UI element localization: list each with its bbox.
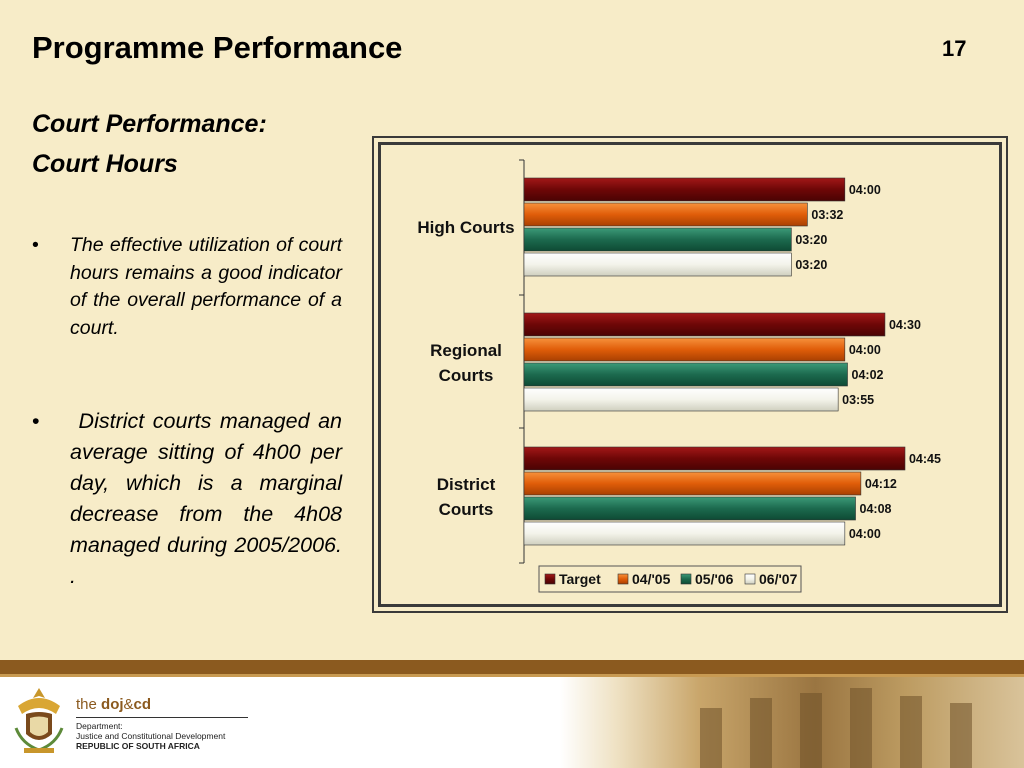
bar (523, 252, 792, 277)
legend-label: 04/'05 (632, 571, 671, 587)
brand-rule (76, 717, 248, 718)
bar (523, 387, 839, 412)
page-number: 17 (942, 36, 967, 61)
bar (523, 446, 906, 471)
data-label: 04:00 (849, 183, 881, 197)
category-label: District (437, 475, 496, 494)
subtitle-line-2: Court Hours (32, 150, 178, 178)
brand-prefix: the (76, 696, 102, 713)
data-label: 04:00 (849, 343, 881, 357)
brand-name: doj (101, 696, 124, 713)
bullet-text: The effective utilization of court hours… (70, 234, 342, 339)
dept-line-3: REPUBLIC OF SOUTH AFRICA (76, 741, 200, 751)
bullet-icon: • (32, 409, 40, 433)
bar (523, 496, 856, 521)
bar (523, 227, 792, 252)
legend-swatch (617, 573, 629, 585)
data-label: 03:20 (795, 258, 827, 272)
legend-swatch (544, 573, 556, 585)
data-label: 04:00 (849, 527, 881, 541)
data-label: 03:55 (842, 393, 874, 407)
legend-swatch (680, 573, 692, 585)
category-label: Courts (439, 366, 494, 385)
bullet-text: District courts managed an average sitti… (70, 409, 348, 588)
brand-logo: the doj&cd (76, 696, 151, 713)
slide-title: Programme Performance (32, 30, 403, 65)
legend-label: 06/'07 (759, 571, 798, 587)
bar (523, 177, 846, 202)
category-label: Regional (430, 341, 502, 360)
legend-label: Target (559, 571, 601, 587)
data-label: 04:12 (865, 477, 897, 491)
building-photo (560, 677, 1024, 768)
dept-line-1: Department: (76, 721, 123, 731)
bullet-icon: • (32, 234, 39, 256)
chart-border (378, 142, 1002, 607)
data-label: 04:45 (909, 452, 941, 466)
bar (523, 312, 886, 337)
data-label: 03:20 (795, 233, 827, 247)
bar (523, 337, 846, 362)
category-label: Courts (439, 500, 494, 519)
bar (523, 202, 808, 227)
bullet-item: • The effective utilization of court hou… (32, 232, 342, 342)
legend-swatch (744, 573, 756, 585)
bar (523, 362, 848, 387)
category-label: High Courts (417, 218, 514, 237)
brand-amp: & (123, 696, 134, 713)
coat-of-arms-icon (14, 688, 64, 753)
legend-label: 05/'06 (695, 571, 734, 587)
legend-box (538, 565, 802, 593)
dept-line-2: Justice and Constitutional Development (76, 731, 226, 741)
court-hours-bar-chart: High Courts 04:00 03:32 03:20 03:20 Regional C… (417, 159, 941, 593)
data-label: 03:32 (811, 208, 843, 222)
footer-divider-bar (0, 660, 1024, 674)
bar (523, 521, 846, 546)
data-label: 04:02 (852, 368, 884, 382)
data-label: 04:08 (860, 502, 892, 516)
brand-suffix: cd (133, 696, 152, 713)
bullet-item: • District courts managed an average sit… (32, 406, 342, 592)
department-text: Department: Justice and Constitutional D… (76, 721, 225, 751)
subtitle-line-1: Court Performance: (32, 110, 267, 138)
chart-frame: High Courts 04:00 03:32 03:20 03:20 Regional C… (372, 136, 1008, 613)
bar (523, 471, 862, 496)
footer-divider-stripe (0, 674, 1024, 677)
data-label: 04:30 (889, 318, 921, 332)
